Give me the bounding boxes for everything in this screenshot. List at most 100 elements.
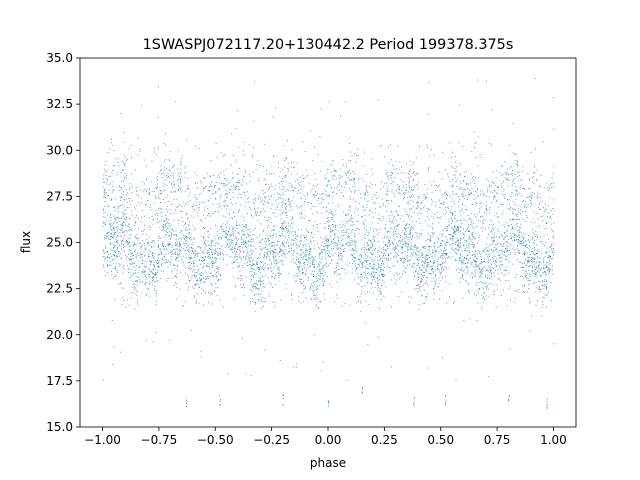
data-point [165, 262, 167, 264]
data-point [494, 196, 495, 198]
data-point [188, 194, 190, 196]
data-point [474, 270, 476, 272]
data-point [103, 169, 105, 171]
data-point [349, 262, 351, 264]
data-point [444, 253, 446, 254]
data-point [318, 268, 320, 270]
data-point [472, 254, 474, 256]
data-point [208, 230, 209, 232]
data-point [235, 225, 237, 226]
data-point [479, 235, 481, 237]
data-point [497, 230, 499, 232]
data-point [269, 253, 271, 255]
data-point [141, 230, 142, 232]
data-point [379, 228, 381, 230]
data-point [259, 178, 260, 180]
data-point [155, 292, 157, 294]
data-point [210, 239, 212, 241]
data-point [336, 281, 338, 283]
data-point [234, 250, 235, 252]
data-point [432, 228, 433, 230]
data-point [342, 249, 344, 251]
data-point [288, 200, 289, 202]
data-point [493, 241, 494, 243]
data-point [328, 265, 329, 267]
data-point [115, 226, 117, 228]
data-point [115, 273, 117, 275]
data-point [137, 227, 139, 229]
data-point [274, 306, 276, 308]
data-point [467, 199, 468, 200]
data-point [284, 203, 286, 204]
data-point [433, 246, 435, 247]
data-point [289, 233, 290, 235]
data-point [526, 270, 527, 272]
data-point [121, 232, 123, 234]
data-point [104, 252, 106, 254]
data-point [326, 240, 328, 242]
data-point [134, 224, 136, 226]
data-point [308, 220, 310, 221]
data-point [199, 219, 201, 221]
data-point [338, 206, 340, 208]
data-point [518, 208, 519, 210]
data-point [378, 275, 380, 277]
data-point [198, 287, 200, 288]
data-point [210, 245, 212, 247]
data-point [326, 276, 328, 278]
data-point [167, 222, 169, 224]
data-point [293, 196, 294, 198]
data-point [189, 269, 191, 271]
data-point [504, 232, 506, 233]
data-point [415, 271, 417, 273]
data-point [106, 237, 107, 239]
data-point [123, 218, 125, 220]
data-point [278, 267, 280, 268]
data-point [502, 190, 504, 192]
data-point [278, 241, 280, 242]
data-point [243, 217, 245, 219]
data-point [391, 366, 392, 368]
data-point [274, 263, 276, 264]
data-point [177, 180, 179, 182]
data-point [515, 154, 517, 155]
data-point [272, 233, 274, 235]
data-point [110, 232, 112, 234]
data-point [292, 258, 294, 260]
data-point [167, 262, 169, 263]
data-point [324, 264, 326, 266]
data-point [419, 218, 421, 220]
data-point [245, 227, 247, 228]
data-point [403, 271, 405, 273]
data-point [215, 260, 217, 262]
data-point [112, 185, 114, 187]
data-point [421, 294, 423, 296]
data-point [117, 236, 119, 238]
data-point [221, 226, 222, 228]
data-point [541, 241, 543, 243]
data-point [130, 233, 132, 235]
data-point [300, 197, 302, 199]
data-point [326, 210, 328, 212]
data-point [122, 215, 124, 217]
data-point [460, 269, 461, 271]
data-point [177, 190, 179, 192]
data-point [494, 249, 496, 251]
data-point [149, 276, 150, 278]
data-point [243, 219, 245, 221]
data-point [249, 234, 251, 236]
data-point [427, 262, 429, 263]
data-point [470, 240, 472, 242]
data-point [111, 225, 113, 227]
data-point [353, 179, 355, 181]
data-point [352, 262, 353, 264]
data-point [281, 260, 283, 261]
data-point [150, 262, 152, 264]
data-point [289, 203, 291, 205]
data-point [161, 173, 163, 175]
data-point [172, 230, 174, 232]
data-point [485, 276, 486, 278]
data-point [433, 252, 435, 254]
data-point [507, 230, 509, 232]
data-point [447, 256, 449, 258]
